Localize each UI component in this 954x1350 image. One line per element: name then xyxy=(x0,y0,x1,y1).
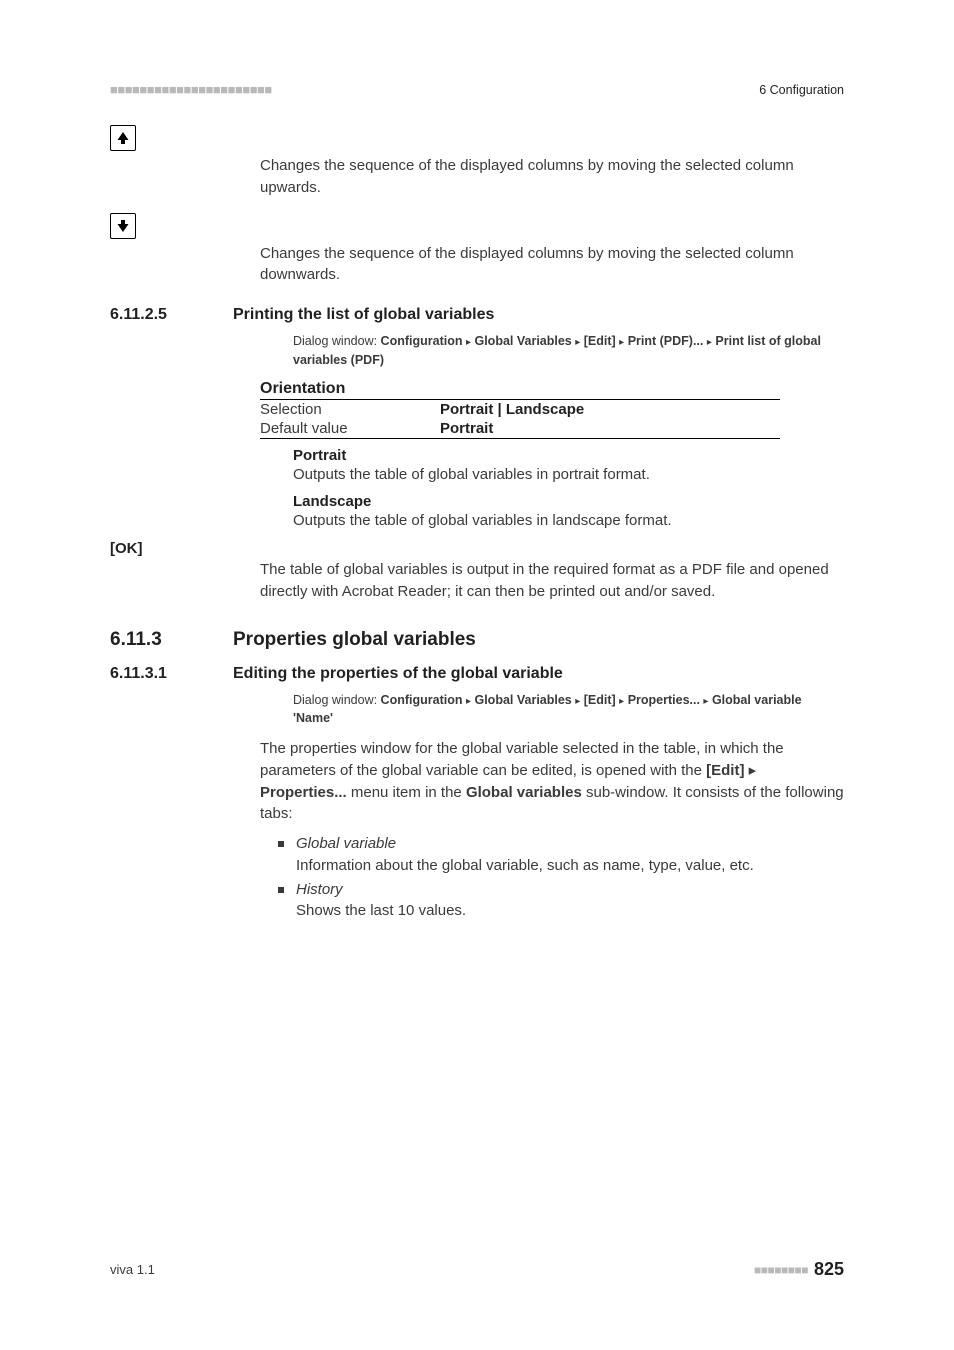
section-title: Printing the list of global variables xyxy=(233,306,494,324)
text-bold: [Edit] xyxy=(706,762,744,779)
bullet-icon xyxy=(278,887,284,893)
path-seg: Configuration xyxy=(381,693,463,707)
item-title: Portrait xyxy=(293,447,844,464)
footer-dashes: ■■■■■■■■ xyxy=(754,1263,808,1277)
text-bold: Properties... xyxy=(260,784,347,801)
move-down-description: Changes the sequence of the displayed co… xyxy=(260,243,844,287)
ok-description: The table of global variables is output … xyxy=(260,559,844,603)
bullet-title: History xyxy=(296,881,343,898)
item-text: Outputs the table of global variables in… xyxy=(293,464,844,486)
portrait-item: Portrait Outputs the table of global var… xyxy=(293,447,844,486)
path-seg: [Edit] xyxy=(584,334,616,348)
header-dashes: ■■■■■■■■■■■■■■■■■■■■■■ xyxy=(110,82,272,97)
section-title: Properties global variables xyxy=(233,629,476,651)
path-seg: Print (PDF)... xyxy=(628,334,704,348)
tabs-bullet-list: Global variable Information about the gl… xyxy=(278,833,844,922)
dialog-prefix: Dialog window: xyxy=(293,693,381,707)
path-seg: Global Variables xyxy=(474,693,571,707)
section-number: 6.11.3.1 xyxy=(110,665,233,683)
page-header: ■■■■■■■■■■■■■■■■■■■■■■ 6 Configuration xyxy=(110,82,844,97)
bullet-text: Shows the last 10 values. xyxy=(296,902,466,919)
section-number: 6.11.3 xyxy=(110,629,233,651)
orientation-heading: Orientation xyxy=(260,380,844,398)
cell-key: Selection xyxy=(260,401,440,418)
dialog-path-print: Dialog window: Configuration ▸ Global Va… xyxy=(293,332,844,370)
dialog-prefix: Dialog window: xyxy=(293,334,381,348)
landscape-item: Landscape Outputs the table of global va… xyxy=(293,493,844,532)
bullet-title: Global variable xyxy=(296,835,396,852)
bullet-icon xyxy=(278,841,284,847)
path-seg: Properties... xyxy=(628,693,700,707)
footer-product: viva 1.1 xyxy=(110,1262,155,1277)
text: menu item in the xyxy=(347,784,466,801)
arrow-down-icon xyxy=(110,213,136,239)
section-6-11-3: 6.11.3 Properties global variables xyxy=(110,629,844,651)
list-item: History Shows the last 10 values. xyxy=(278,879,844,923)
move-up-block xyxy=(110,125,844,151)
cell-key: Default value xyxy=(260,420,440,437)
path-seg: [Edit] xyxy=(584,693,616,707)
section-6-11-2-5: 6.11.2.5 Printing the list of global var… xyxy=(110,306,844,324)
section-title: Editing the properties of the global var… xyxy=(233,665,563,683)
section-number: 6.11.2.5 xyxy=(110,306,233,324)
table-row: Selection Portrait | Landscape xyxy=(260,400,780,419)
page: ■■■■■■■■■■■■■■■■■■■■■■ 6 Configuration C… xyxy=(0,0,954,1350)
item-title: Landscape xyxy=(293,493,844,510)
table-row: Default value Portrait xyxy=(260,419,780,438)
cell-value: Portrait | Landscape xyxy=(440,401,584,418)
path-seg: Global Variables xyxy=(474,334,571,348)
path-seg: Configuration xyxy=(381,334,463,348)
text: ▸ xyxy=(744,762,756,779)
move-down-block xyxy=(110,213,844,239)
dialog-path-properties: Dialog window: Configuration ▸ Global Va… xyxy=(293,691,844,729)
ok-label: [OK] xyxy=(110,540,844,557)
arrow-up-icon xyxy=(110,125,136,151)
page-number: 825 xyxy=(814,1259,844,1280)
page-footer: viva 1.1 ■■■■■■■■ 825 xyxy=(110,1259,844,1280)
text-bold: Global variables xyxy=(466,784,582,801)
list-item: Global variable Information about the gl… xyxy=(278,833,844,877)
move-up-description: Changes the sequence of the displayed co… xyxy=(260,155,844,199)
properties-body: The properties window for the global var… xyxy=(260,738,844,825)
orientation-table: Selection Portrait | Landscape Default v… xyxy=(260,399,780,439)
cell-value: Portrait xyxy=(440,420,493,437)
bullet-text: Information about the global variable, s… xyxy=(296,857,754,874)
item-text: Outputs the table of global variables in… xyxy=(293,510,844,532)
section-6-11-3-1: 6.11.3.1 Editing the properties of the g… xyxy=(110,665,844,683)
chapter-label: 6 Configuration xyxy=(759,83,844,97)
